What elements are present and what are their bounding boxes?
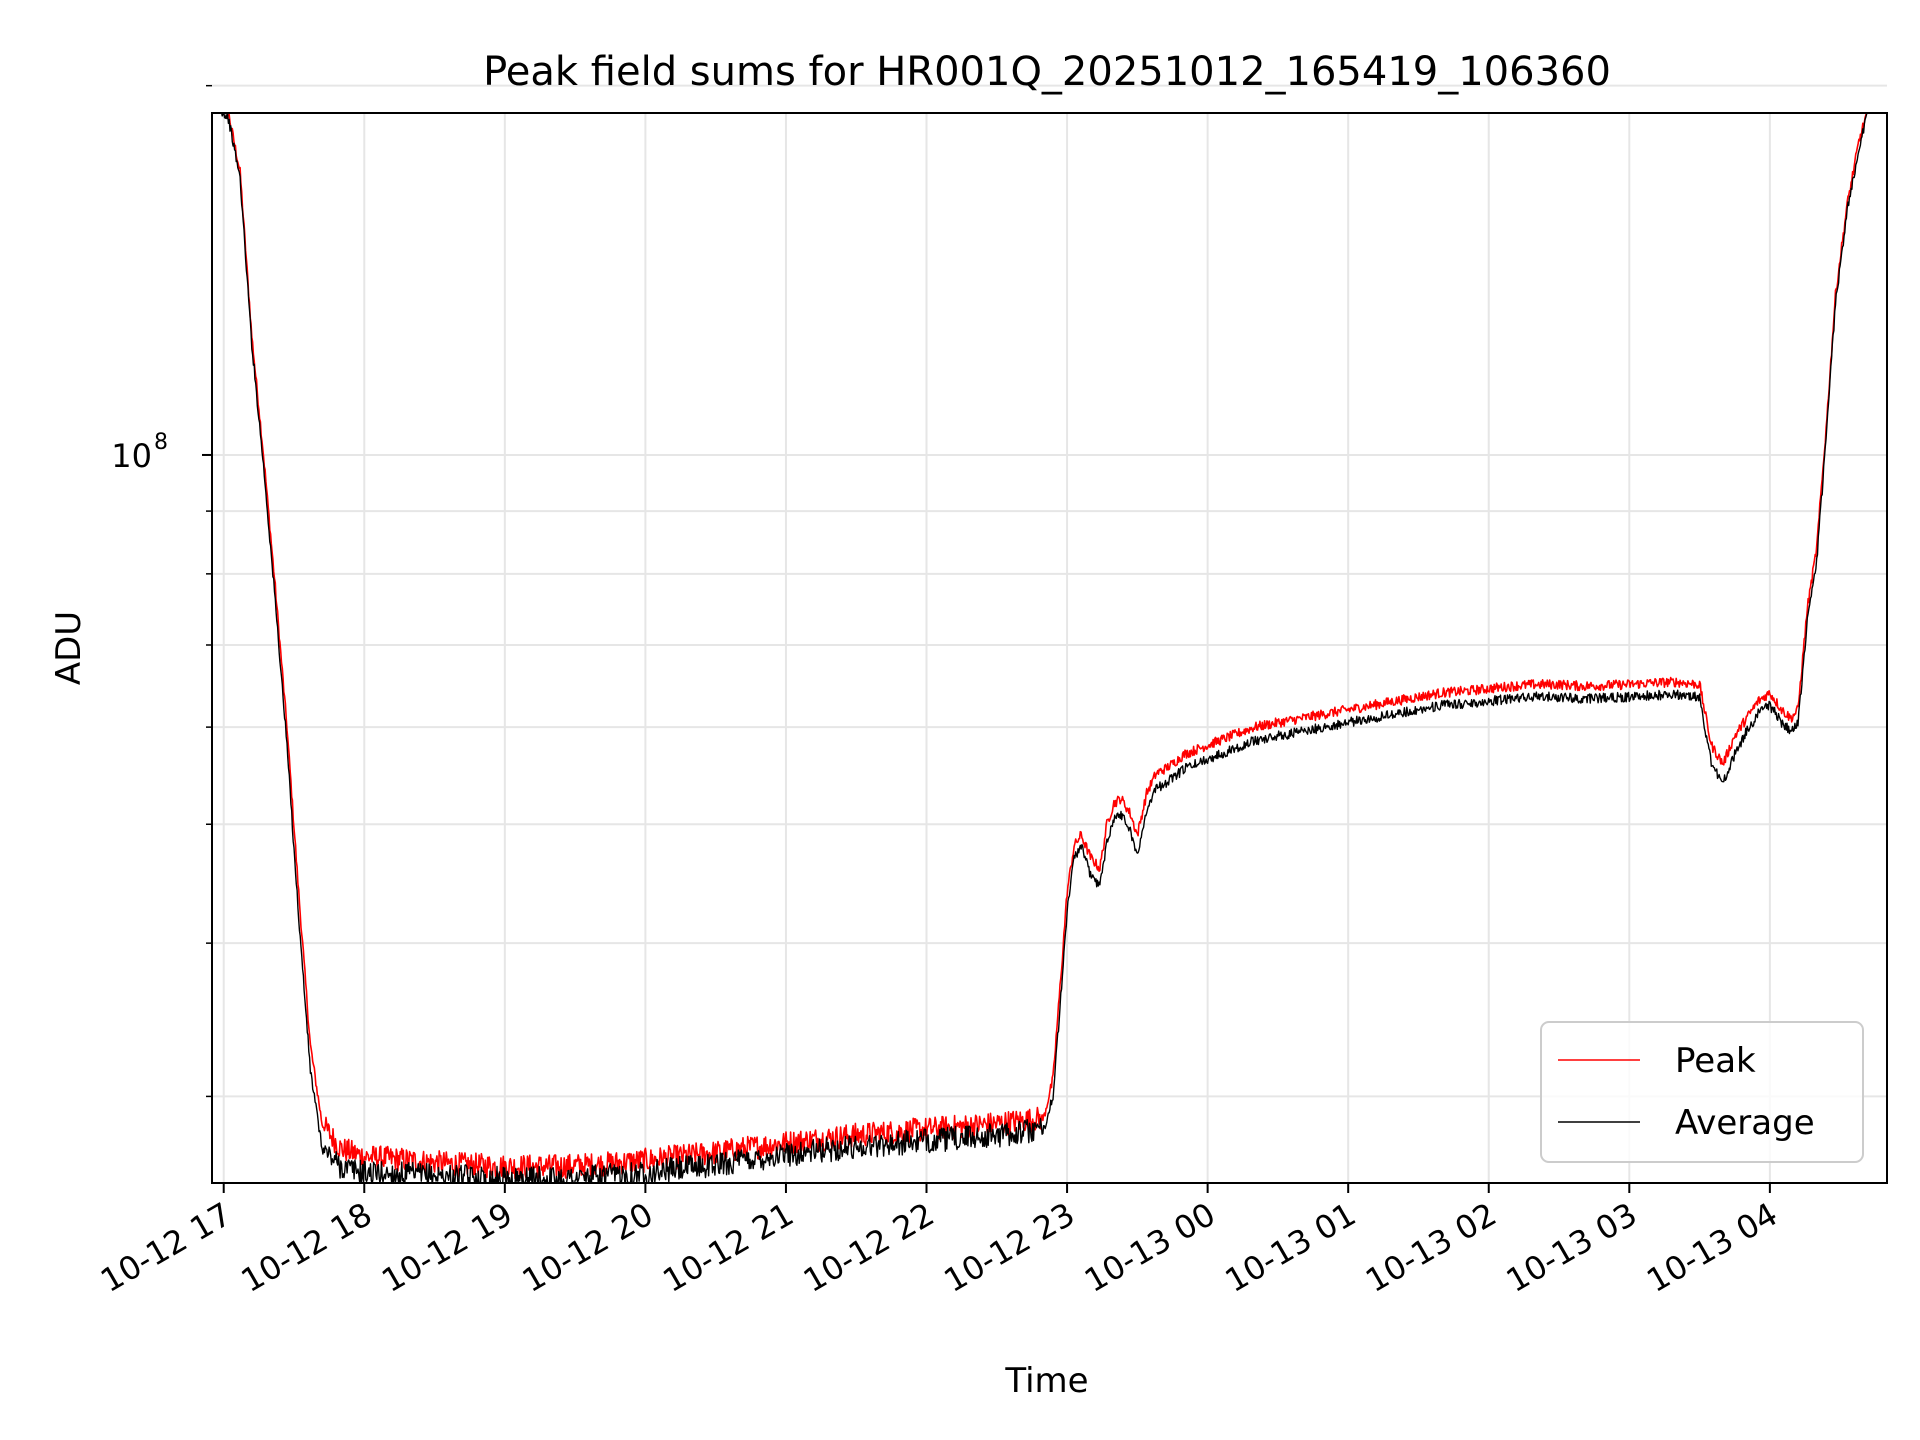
y-tick-label-exponent: 8 [154,430,168,455]
x-axis-label: Time [1004,1361,1088,1401]
y-axis-label: ADU [49,611,89,685]
y-axis: 10 8 [111,84,212,1098]
grid [212,84,1887,1183]
plot-frame [211,112,1888,1184]
series-line-peak [223,113,1867,1180]
legend-label-average: Average [1675,1103,1815,1143]
series-layer [219,113,1869,1183]
chart-title: Peak field sums for HR001Q_20251012_1654… [483,49,1611,95]
legend-box [1540,1021,1864,1163]
series-line-average [219,113,1869,1183]
y-tick-label: 10 [111,437,152,475]
legend-label-peak: Peak [1675,1041,1756,1081]
legend: Peak Average [1540,1021,1864,1163]
